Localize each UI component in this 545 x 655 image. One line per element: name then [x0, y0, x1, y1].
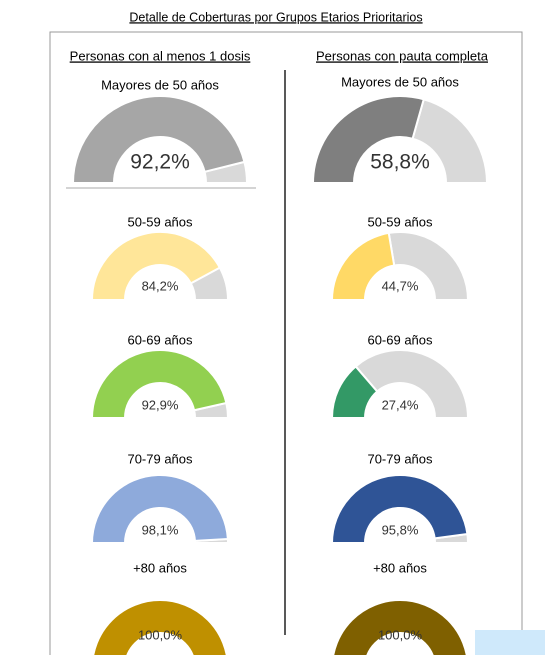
corner-highlight	[475, 630, 545, 655]
gauge-value-label: 98,1%	[142, 522, 179, 537]
gauge-remainder	[354, 349, 470, 419]
gauge-fill	[330, 474, 469, 544]
gauge-title: 50-59 años	[367, 214, 433, 229]
gauge-fill	[92, 599, 228, 655]
gauge-fill	[90, 473, 229, 544]
frame	[49, 31, 523, 655]
gauge-remainder	[411, 98, 489, 184]
gauge-title: Mayores de 50 años	[101, 77, 219, 92]
gauge-value-label: 92,9%	[142, 397, 179, 412]
gauge-value-label: 100,0%	[378, 627, 423, 642]
gauge-title: 60-69 años	[127, 332, 193, 347]
gauge-fill	[71, 95, 246, 184]
gauge-title: +80 años	[133, 560, 187, 575]
gauge-value-label: 27,4%	[382, 397, 419, 412]
gauge-title: 70-79 años	[127, 451, 193, 466]
gauge-title: 50-59 años	[127, 214, 193, 229]
gauge-fill	[330, 231, 396, 301]
gauge-fill	[311, 95, 425, 184]
column-heading: Personas con pauta completa	[316, 48, 489, 63]
gauge-value-label: 92,2%	[130, 151, 190, 174]
gauge-title: 60-69 años	[367, 332, 433, 347]
gauge-value-label: 58,8%	[370, 151, 430, 174]
page-title: Detalle de Coberturas por Grupos Etarios…	[129, 10, 422, 24]
gauge-value-label: 95,8%	[382, 522, 419, 537]
gauge-value-label: 84,2%	[142, 278, 179, 293]
gauge-fill	[90, 231, 222, 301]
gauge-title: 70-79 años	[367, 451, 433, 466]
gauge-fill	[90, 349, 228, 419]
column-heading: Personas con al menos 1 dosis	[70, 48, 251, 63]
gauge-remainder	[387, 231, 470, 301]
gauge-fill	[332, 599, 468, 655]
gauge-fill	[330, 365, 379, 419]
gauge-value-label: 44,7%	[382, 278, 419, 293]
gauge-remainder	[189, 266, 230, 301]
gauge-value-label: 100,0%	[138, 627, 183, 642]
gauge-title: Mayores de 50 años	[341, 74, 459, 89]
gauge-title: +80 años	[373, 560, 427, 575]
